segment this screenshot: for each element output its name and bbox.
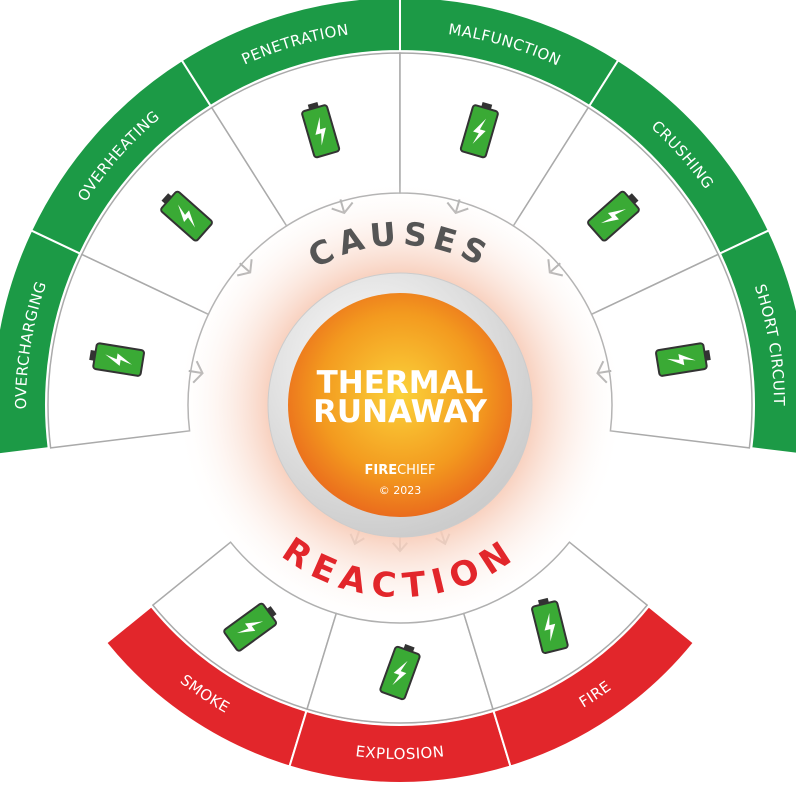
diagram: THERMAL RUNAWAY FIRECHIEF © 2023 OVERCHA… <box>0 0 796 801</box>
brand-bold: FIRE <box>365 463 398 478</box>
copyright: © 2023 <box>379 484 422 497</box>
brand-light: CHIEF <box>397 463 435 478</box>
title-line: RUNAWAY <box>313 394 487 430</box>
brand: FIRECHIEF <box>365 463 436 478</box>
reaction-label-path: EXPLOSION <box>355 742 446 763</box>
reaction-label: EXPLOSION <box>355 742 446 763</box>
